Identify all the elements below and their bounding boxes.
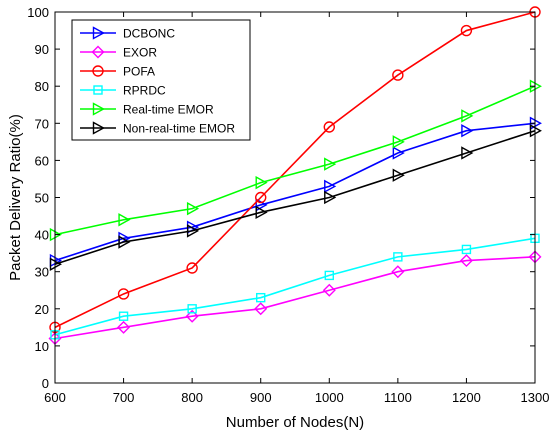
y-tick-label: 10: [35, 339, 49, 354]
legend-marker: [92, 26, 105, 40]
data-point: [118, 235, 131, 249]
axis-ticks: 600 700 800 900 1000 1100 1200 1300 0 10 20 30 40 50 6…: [27, 5, 549, 405]
y-tick-label: 80: [35, 79, 49, 94]
legend-marker: [91, 45, 105, 59]
legend-entry: POFA: [80, 65, 155, 79]
legend-label: Real-time EMOR: [123, 103, 214, 117]
x-tick-label: 1100: [384, 390, 412, 405]
data-point: [117, 320, 131, 334]
legend-label: EXOR: [123, 46, 157, 60]
series-1: [48, 250, 542, 345]
legend-label: DCBONC: [123, 27, 175, 41]
x-tick-label: 600: [44, 390, 66, 405]
y-tick-label: 60: [35, 153, 49, 168]
series-line: [54, 85, 536, 236]
legend-entry: Non-real-time EMOR: [80, 121, 235, 136]
data-point: [392, 69, 404, 81]
series-line: [54, 122, 536, 262]
data-point: [324, 157, 337, 171]
y-tick-label: 50: [35, 191, 49, 206]
data-point: [324, 179, 337, 194]
x-tick-label: 1000: [315, 390, 344, 405]
x-tick-label: 1200: [452, 390, 481, 405]
data-point: [117, 288, 130, 300]
x-tick-label: 800: [181, 390, 203, 405]
data-point: [255, 175, 268, 190]
data-point: [255, 191, 267, 204]
legend-marker: [93, 85, 103, 95]
data-point: [185, 309, 199, 323]
legend-marker: [92, 121, 105, 135]
data-point: [186, 224, 200, 238]
legend-label: POFA: [123, 65, 155, 79]
y-tick-label: 90: [35, 42, 49, 57]
y-tick-label: 0: [42, 376, 49, 391]
data-point: [255, 205, 268, 220]
plot-marks: [48, 6, 542, 345]
y-tick-label: 40: [35, 228, 49, 243]
series-line: [54, 129, 536, 266]
data-point: [254, 302, 268, 316]
data-point: [460, 24, 473, 37]
x-tick-label: 900: [250, 390, 272, 405]
data-point: [393, 252, 403, 262]
series-line: [54, 237, 536, 336]
data-point: [118, 213, 131, 227]
data-point: [461, 146, 474, 160]
legend-entry: EXOR: [80, 46, 157, 60]
y-tick-label: 100: [27, 5, 49, 20]
data-point: [461, 124, 474, 138]
legend-box: [71, 19, 251, 141]
y-tick-label: 30: [35, 265, 49, 280]
legend-entry: RPRDC: [80, 84, 166, 98]
y-tick-label: 70: [35, 116, 49, 131]
data-point: [256, 292, 266, 303]
legend-entry: Real-time EMOR: [80, 102, 214, 117]
legend-label: Non-real-time EMOR: [123, 122, 235, 136]
x-tick-label: 700: [113, 390, 135, 405]
data-point: [187, 304, 197, 314]
data-point: [323, 121, 335, 133]
data-point: [322, 283, 336, 297]
legend-entry: DCBONC: [80, 26, 175, 41]
legend-marker: [92, 102, 105, 116]
series-5: [49, 124, 542, 271]
legend-marker: [92, 65, 104, 77]
x-axis-title: Number of Nodes(N): [226, 414, 364, 431]
data-point: [324, 190, 337, 205]
data-point: [391, 265, 405, 279]
y-tick-label: 20: [35, 302, 49, 317]
data-point: [186, 201, 200, 216]
data-point: [459, 254, 473, 268]
x-tick-label: 1300: [521, 390, 550, 405]
data-point: [118, 311, 129, 321]
y-axis-title: Packet Delivery Ratio(%): [7, 114, 24, 281]
data-point: [461, 109, 474, 123]
data-point: [461, 244, 472, 255]
legend-label: RPRDC: [123, 84, 166, 98]
data-point: [392, 168, 405, 182]
data-point: [392, 135, 405, 149]
data-point: [392, 146, 405, 160]
legend: DCBONC EXOR POFA RPRDC Real-time EMOR Non-rea…: [71, 19, 251, 141]
data-point: [186, 262, 198, 274]
data-point: [324, 270, 334, 281]
series-line: [54, 256, 536, 340]
series-line: [54, 11, 536, 329]
